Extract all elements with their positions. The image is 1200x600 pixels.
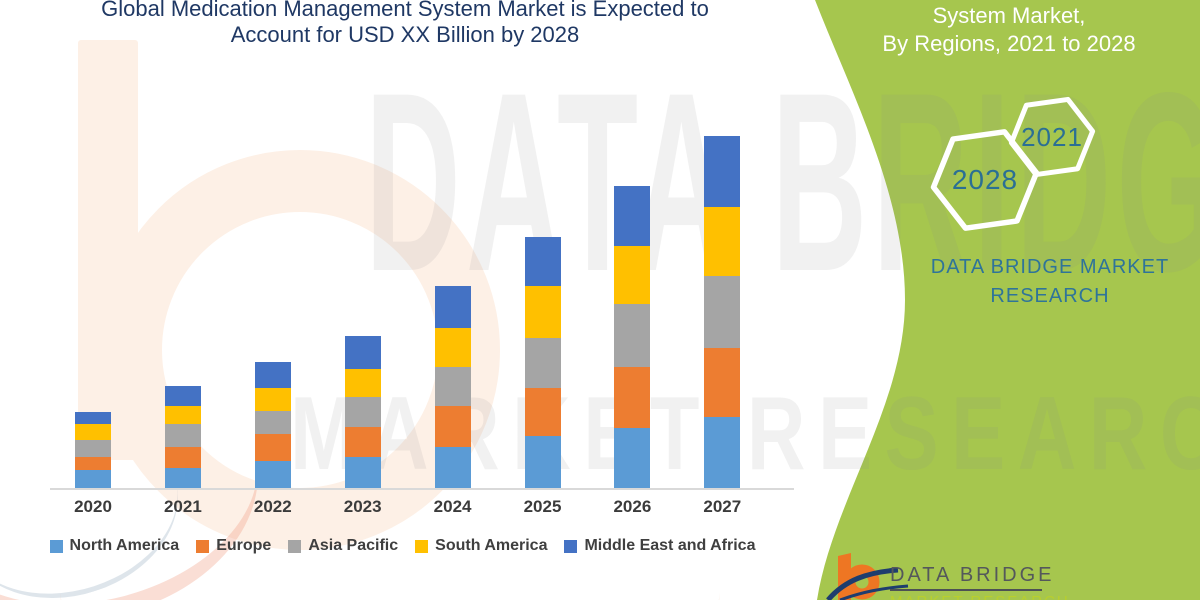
bar-segment-2025-europe <box>524 388 561 436</box>
bar-segment-2027-middle-east-and-africa <box>704 136 741 207</box>
bar-segment-2026-north-america <box>614 428 651 488</box>
chart-title-line2: Account for USD XX Billion by 2028 <box>230 21 580 47</box>
x-axis-label-2025: 2025 <box>523 497 562 516</box>
x-axis-label-2026: 2026 <box>613 497 652 516</box>
legend-marker-icon <box>564 539 578 553</box>
bar-segment-2023-middle-east-and-africa <box>344 336 381 369</box>
legend-marker-icon <box>49 539 63 553</box>
logo-underline <box>890 589 1042 591</box>
bar-segment-2023-north-america <box>344 457 381 488</box>
bar-2025 <box>524 237 561 488</box>
hexagon-2021 <box>1008 96 1096 178</box>
bar-segment-2026-asia-pacific <box>614 304 651 367</box>
bar-segment-2021-asia-pacific <box>164 424 201 447</box>
bar-segment-2027-europe <box>704 348 741 417</box>
bar-segment-2021-europe <box>164 447 201 468</box>
logo-sub-text: MARKET RESEARCH <box>890 593 1070 600</box>
legend-item-middle-east-and-africa: Middle East and Africa <box>564 537 755 555</box>
bar-segment-2023-asia-pacific <box>344 397 381 427</box>
hexagon-2021-label: 2021 <box>1021 122 1083 152</box>
bar-segment-2025-north-america <box>524 436 561 488</box>
hexagon-2028-label: 2028 <box>951 164 1019 195</box>
panel-heading-line2: By Regions, 2021 to 2028 <box>882 31 1136 57</box>
panel-heading: System Market, By Regions, 2021 to 2028 <box>820 2 1198 58</box>
bar-2021 <box>164 386 201 488</box>
brand-text: DATA BRIDGE MARKET RESEARCH <box>890 253 1200 311</box>
green-panel-shape <box>815 0 1200 600</box>
bar-segment-2021-middle-east-and-africa <box>164 386 201 406</box>
panel-heading-line1: System Market, <box>932 3 1086 28</box>
logo-swoosh2-icon <box>839 584 909 600</box>
brand-text-line2: RESEARCH <box>990 285 1110 307</box>
bar-segment-2025-middle-east-and-africa <box>524 237 561 286</box>
bar-segment-2021-north-america <box>164 468 201 488</box>
bar-segment-2022-north-america <box>254 461 291 488</box>
bar-segment-2026-middle-east-and-africa <box>614 186 651 246</box>
logo-swoosh-icon <box>826 567 899 600</box>
bar-2023 <box>344 336 381 488</box>
bar-segment-2022-europe <box>254 434 291 461</box>
bar-segment-2022-south-america <box>254 388 291 411</box>
chart-title-line1: Global Medication Management System Mark… <box>101 0 709 21</box>
bar-2026 <box>614 186 651 488</box>
bar-2022 <box>254 362 291 488</box>
data-bridge-logo: DATA BRIDGE MARKET RESEARCH <box>820 548 1200 600</box>
legend-label: Middle East and Africa <box>584 537 756 554</box>
bar-segment-2023-europe <box>344 427 381 457</box>
bar-segment-2025-south-america <box>524 286 561 338</box>
bar-2027 <box>704 136 741 488</box>
bar-segment-2022-middle-east-and-africa <box>254 362 291 388</box>
bar-segment-2023-south-america <box>344 369 381 397</box>
bar-segment-2026-europe <box>614 367 651 428</box>
watermark-text-data-bridge: DATA BRIDGE <box>365 40 1200 325</box>
bar-segment-2025-asia-pacific <box>524 338 561 388</box>
data-bridge-logo-icon <box>826 553 909 600</box>
bar-segment-2027-south-america <box>704 207 741 276</box>
x-axis-label-2027: 2027 <box>703 497 742 516</box>
bar-segment-2026-south-america <box>614 246 651 304</box>
brand-text-line1: DATA BRIDGE MARKET <box>930 256 1170 278</box>
chart-title: Global Medication Management System Mark… <box>15 0 795 48</box>
logo-name-text: DATA BRIDGE <box>890 564 1055 586</box>
bar-segment-2027-asia-pacific <box>704 276 741 348</box>
bar-segment-2027-north-america <box>704 417 741 488</box>
bar-segment-2022-asia-pacific <box>254 411 291 434</box>
bar-segment-2021-south-america <box>164 406 201 424</box>
